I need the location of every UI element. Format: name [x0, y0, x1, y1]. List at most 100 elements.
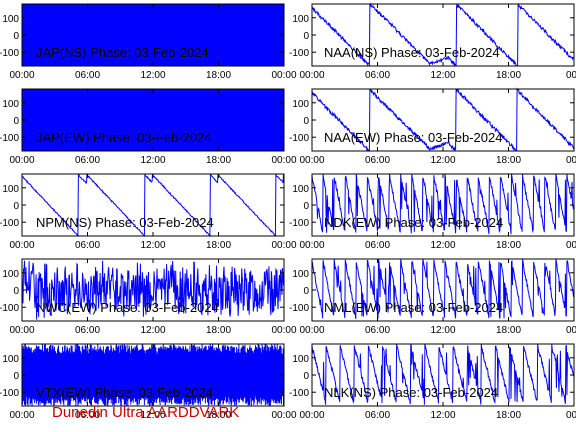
x-tick-label: 12:00 — [430, 155, 455, 166]
y-tick-label: 100 — [2, 184, 19, 195]
y-tick-label: -100 — [0, 48, 19, 59]
y-tick-label: 100 — [2, 354, 19, 365]
panel-label: NDK(EW) Phase: 03-Feb-2024 — [324, 215, 503, 230]
y-tick-label: 0 — [13, 201, 19, 212]
x-tick-label: 18:00 — [496, 70, 521, 81]
panel-label: NAA(EW) Phase: 03-Feb-2024 — [324, 130, 502, 145]
x-tick-label: 06:00 — [365, 240, 390, 251]
y-tick-label: 0 — [13, 286, 19, 297]
panel-label: VTX(EW) Phase: 03-Feb-2024 — [36, 385, 213, 400]
x-tick-label: 00: — [566, 410, 576, 421]
y-tick-label: 0 — [303, 201, 309, 212]
phase-trace-vtxew — [21, 343, 285, 407]
x-tick-label: 18:00 — [496, 240, 521, 251]
x-tick-label: 06:00 — [365, 70, 390, 81]
phase-trace-japew — [22, 89, 284, 151]
x-tick-label: 00:00 — [9, 325, 34, 336]
x-tick-label: 00: — [566, 70, 576, 81]
y-tick-label: 100 — [2, 99, 19, 110]
x-tick-label: 12:00 — [430, 410, 455, 421]
x-tick-label: 18:00 — [496, 410, 521, 421]
phase-trace-nlkns — [311, 343, 574, 405]
x-tick-label: 12:00 — [140, 325, 165, 336]
x-tick-label: 00:00 — [9, 240, 34, 251]
x-tick-label: 18:00 — [206, 325, 231, 336]
phase-trace-ndkew — [311, 173, 574, 235]
y-tick-label: 100 — [2, 269, 19, 280]
phase-trace-naans — [311, 2, 574, 68]
x-tick-label: 12:00 — [140, 410, 165, 421]
panel-label: NLK(NS) Phase: 03-Feb-2024 — [324, 385, 498, 400]
y-tick-label: 0 — [303, 31, 309, 42]
x-tick-label: 18:00 — [206, 240, 231, 251]
x-tick-label: 06:00 — [75, 325, 100, 336]
y-tick-label: -100 — [0, 303, 19, 314]
y-tick-label: 100 — [292, 14, 309, 25]
phase-trace-nwcew — [21, 260, 284, 320]
y-tick-label: 0 — [303, 286, 309, 297]
x-tick-label: 12:00 — [430, 70, 455, 81]
y-tick-label: 100 — [2, 14, 19, 25]
x-tick-label: 06:00 — [75, 70, 100, 81]
y-tick-label: 0 — [303, 116, 309, 127]
y-tick-label: 100 — [292, 99, 309, 110]
x-tick-label: 00:00 — [9, 155, 34, 166]
x-tick-label: 00:00 — [271, 410, 296, 421]
x-tick-label: 06:00 — [75, 240, 100, 251]
x-tick-label: 06:00 — [365, 410, 390, 421]
x-tick-label: 00:00 — [271, 325, 296, 336]
x-tick-label: 18:00 — [496, 155, 521, 166]
y-tick-label: 100 — [292, 184, 309, 195]
y-tick-label: -100 — [0, 388, 19, 399]
x-tick-label: 12:00 — [140, 240, 165, 251]
panel-label: JAP(NS) Phase: 03-Feb-2024 — [36, 45, 209, 60]
x-tick-label: 18:00 — [206, 70, 231, 81]
y-tick-label: -100 — [289, 303, 309, 314]
panel-label: NAA(NS) Phase: 03-Feb-2024 — [324, 45, 500, 60]
panel-label: NPM(NS) Phase: 03-Feb-2024 — [36, 215, 214, 230]
panel-label: NWC(EW) Phase: 03-Feb-2024 — [36, 300, 219, 315]
y-tick-label: 0 — [303, 371, 309, 382]
x-tick-label: 00:00 — [271, 240, 296, 251]
x-tick-label: 00: — [566, 155, 576, 166]
x-tick-label: 00:00 — [9, 410, 34, 421]
panel-label: JAP(EW) Phase: 03-Feb-2024 — [36, 130, 212, 145]
y-tick-label: 100 — [292, 354, 309, 365]
x-tick-label: 12:00 — [140, 155, 165, 166]
phase-trace-naaew — [311, 87, 574, 152]
x-tick-label: 00: — [566, 325, 576, 336]
x-tick-label: 06:00 — [75, 155, 100, 166]
x-tick-label: 18:00 — [206, 410, 231, 421]
phase-trace-nmlew — [311, 258, 574, 319]
x-tick-label: 00:00 — [299, 155, 324, 166]
x-tick-label: 00:00 — [271, 70, 296, 81]
y-tick-label: -100 — [289, 48, 309, 59]
y-tick-label: 0 — [13, 371, 19, 382]
y-tick-label: -100 — [289, 388, 309, 399]
phase-trace-japns — [22, 4, 284, 66]
x-tick-label: 00:00 — [271, 155, 296, 166]
x-tick-label: 06:00 — [365, 155, 390, 166]
x-tick-label: 06:00 — [365, 325, 390, 336]
x-tick-label: 00:00 — [299, 70, 324, 81]
x-tick-label: 00:00 — [299, 410, 324, 421]
y-tick-label: 0 — [13, 116, 19, 127]
y-tick-label: 0 — [13, 31, 19, 42]
x-tick-label: 06:00 — [75, 410, 100, 421]
x-tick-label: 00:00 — [299, 325, 324, 336]
y-tick-label: -100 — [0, 133, 19, 144]
x-tick-label: 00:00 — [9, 70, 34, 81]
y-tick-label: -100 — [0, 218, 19, 229]
y-tick-label: -100 — [289, 133, 309, 144]
x-tick-label: 12:00 — [430, 240, 455, 251]
y-tick-label: 100 — [292, 269, 309, 280]
x-tick-label: 18:00 — [206, 155, 231, 166]
x-tick-label: 00:00 — [299, 240, 324, 251]
x-tick-label: 18:00 — [496, 325, 521, 336]
x-tick-label: 12:00 — [140, 70, 165, 81]
x-tick-label: 00: — [566, 240, 576, 251]
y-tick-label: -100 — [289, 218, 309, 229]
panel-label: NML(EW) Phase: 03-Feb-2024 — [324, 300, 503, 315]
x-tick-label: 12:00 — [430, 325, 455, 336]
